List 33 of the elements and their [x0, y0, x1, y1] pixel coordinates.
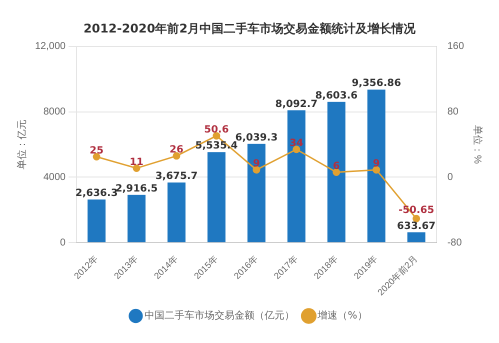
y-tick-label: 4000	[43, 172, 66, 183]
bar	[287, 110, 306, 242]
data-label: 25	[90, 145, 104, 156]
data-label: 11	[130, 156, 144, 168]
y2-tick-label: 160	[447, 41, 464, 52]
y2-tick-label: 80	[447, 106, 459, 118]
bar	[327, 102, 346, 242]
data-label: 8,092.7	[275, 98, 318, 110]
y2-tick-label: -80	[447, 237, 462, 248]
legend-label: 中国二手车市场交易金额（亿元）	[144, 310, 295, 322]
data-label: 50.6	[204, 124, 229, 136]
chart-title: 2012-2020年前2月中国二手车市场交易金额统计及增长情况	[83, 21, 417, 36]
bar	[247, 144, 266, 242]
data-label: 26	[170, 144, 184, 156]
bar	[168, 182, 186, 242]
bar	[207, 152, 226, 242]
data-label: 3,675.7	[155, 171, 198, 182]
bar	[128, 194, 146, 242]
data-label: 6,039.3	[235, 132, 278, 144]
y-tick-label: 12,000	[34, 41, 66, 52]
bar	[407, 232, 426, 242]
data-label: 34	[289, 138, 304, 149]
legend-label: 增速（%）	[316, 310, 368, 322]
data-label: 9,356.86	[352, 78, 402, 90]
bar	[367, 90, 386, 242]
data-label: 2,636.3	[75, 188, 118, 200]
data-label: 633.67	[397, 220, 436, 232]
y-tick-label: 0	[60, 237, 66, 248]
y2-axis-title: 单位：%	[471, 125, 484, 164]
y-tick-label: 8000	[43, 106, 66, 118]
y2-tick-label: 0	[447, 172, 454, 183]
y-axis-title: 单位：亿元	[16, 119, 28, 170]
bar	[88, 199, 106, 242]
